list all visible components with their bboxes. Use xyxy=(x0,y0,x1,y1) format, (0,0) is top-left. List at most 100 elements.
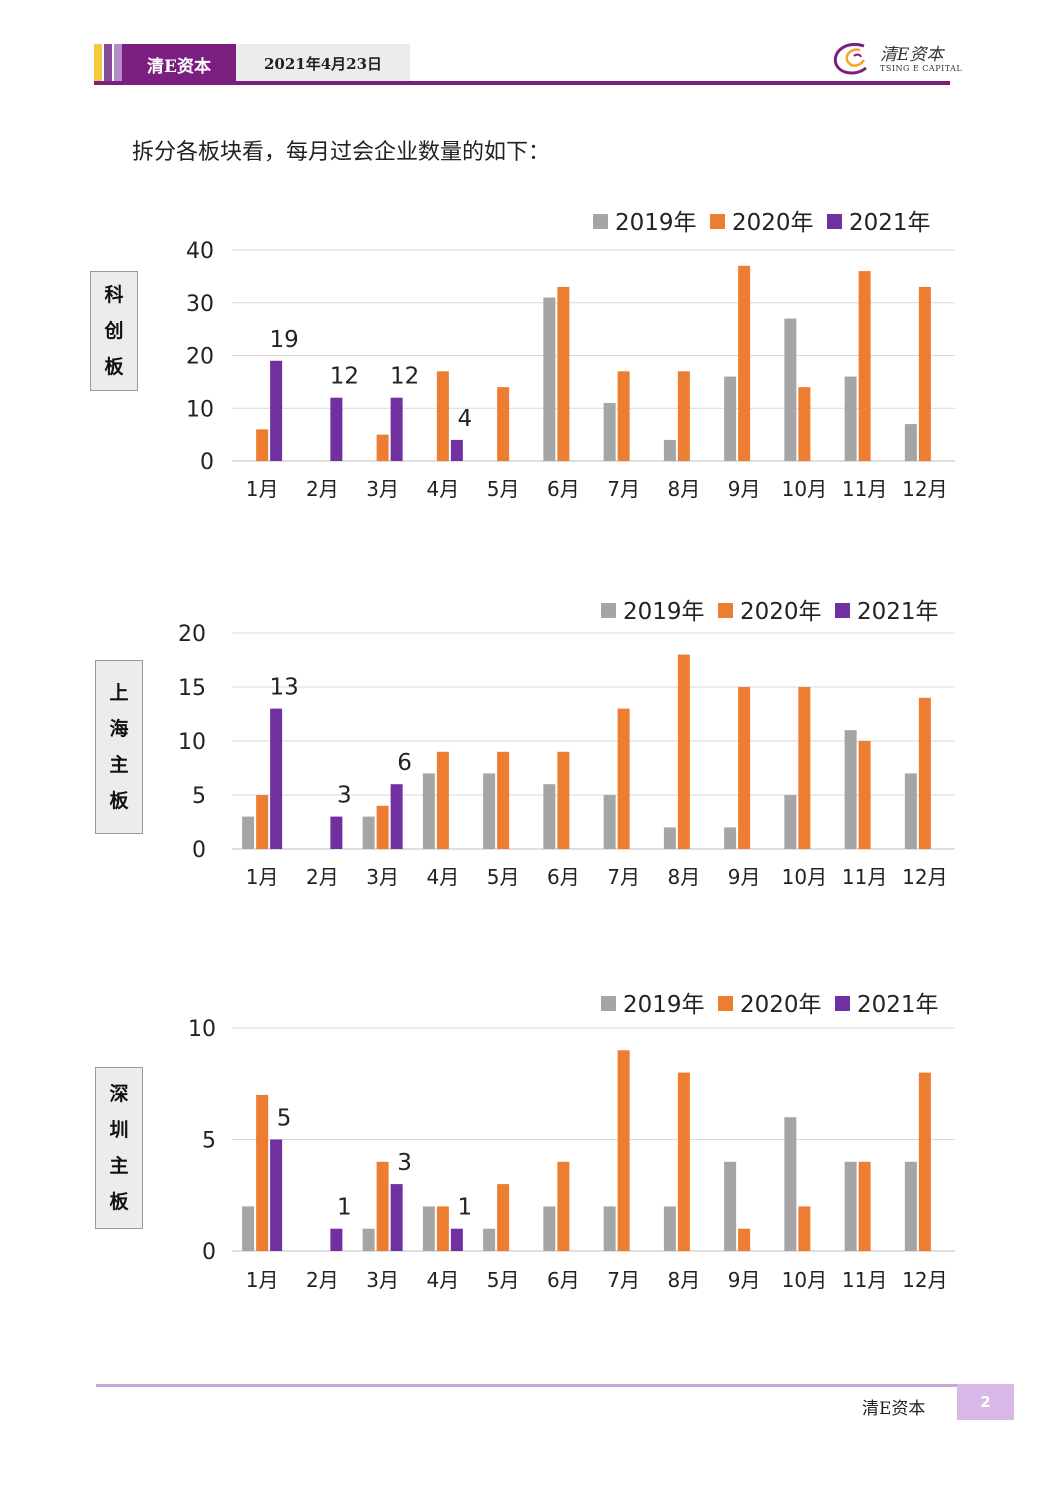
x-tick-label: 11月 xyxy=(842,477,887,501)
header-stripe-purple xyxy=(104,44,112,84)
bar-2021年 xyxy=(450,1228,463,1251)
bar-2019年 xyxy=(904,424,917,461)
x-tick-label: 8月 xyxy=(668,477,701,501)
bar-2021年 xyxy=(450,439,463,461)
bar-2019年 xyxy=(844,730,857,849)
bar-2020年 xyxy=(557,286,570,461)
legend-swatch xyxy=(827,214,842,229)
brand-logo-icon xyxy=(833,43,867,75)
y-tick-label: 0 xyxy=(192,838,206,863)
data-label: 6 xyxy=(397,750,412,776)
x-tick-label: 4月 xyxy=(427,865,460,889)
bar-2019年 xyxy=(784,795,797,849)
x-tick-label: 12月 xyxy=(902,1268,947,1292)
x-tick-label: 7月 xyxy=(607,1268,640,1292)
bar-2021年 xyxy=(270,1139,283,1251)
logo-chinese-text: 清E资本 xyxy=(880,45,944,65)
legend-swatch xyxy=(718,996,733,1011)
board-label-char: 创 xyxy=(104,320,124,342)
logo-english-text: TSING E CAPITAL xyxy=(880,64,963,73)
y-tick-label: 5 xyxy=(202,1129,216,1154)
x-tick-label: 5月 xyxy=(487,1268,520,1292)
board-label-star-market: 科创板 xyxy=(90,271,138,391)
x-tick-label: 9月 xyxy=(728,1268,761,1292)
legend-swatch xyxy=(593,214,608,229)
x-tick-label: 4月 xyxy=(427,1268,460,1292)
bar-2021年 xyxy=(390,397,403,461)
board-label-char: 板 xyxy=(109,1191,129,1213)
x-tick-label: 11月 xyxy=(842,865,887,889)
header-brand: 清E资本 xyxy=(122,44,236,84)
x-tick-label: 3月 xyxy=(366,477,399,501)
bar-2019年 xyxy=(904,773,917,849)
bar-2019年 xyxy=(362,1228,375,1251)
page-number: 2 xyxy=(957,1384,1014,1420)
legend-swatch xyxy=(710,214,725,229)
board-label-shanghai-main: 上海主板 xyxy=(95,660,143,834)
board-label-shenzhen-main: 深圳主板 xyxy=(95,1067,143,1229)
footer-brand: 清E资本 xyxy=(862,1399,926,1419)
legend-swatch xyxy=(601,603,616,618)
y-tick-label: 0 xyxy=(202,1240,216,1265)
bar-2020年 xyxy=(436,1206,449,1251)
bar-2019年 xyxy=(422,1206,435,1251)
bar-2020年 xyxy=(497,751,510,849)
header-date: 2021年4月23日 xyxy=(236,44,410,82)
bar-2019年 xyxy=(844,1161,857,1251)
bar-2020年 xyxy=(617,1050,630,1251)
data-label: 3 xyxy=(397,1150,412,1176)
x-tick-label: 1月 xyxy=(246,477,279,501)
bar-2019年 xyxy=(663,1206,676,1251)
legend-swatch xyxy=(718,603,733,618)
x-tick-label: 10月 xyxy=(782,1268,827,1292)
bar-2020年 xyxy=(557,751,570,849)
data-label: 12 xyxy=(390,364,419,390)
data-label: 19 xyxy=(269,327,298,353)
board-label-char: 深 xyxy=(109,1083,129,1105)
y-tick-label: 10 xyxy=(186,397,214,422)
x-tick-label: 2月 xyxy=(306,865,339,889)
bar-2020年 xyxy=(436,371,449,461)
bar-2019年 xyxy=(603,402,616,461)
x-tick-label: 8月 xyxy=(668,865,701,889)
bar-2020年 xyxy=(738,1228,751,1251)
bar-2021年 xyxy=(390,784,403,849)
bar-2019年 xyxy=(242,816,255,849)
bar-2020年 xyxy=(738,265,751,461)
board-label-char: 板 xyxy=(109,790,129,812)
x-tick-label: 1月 xyxy=(246,1268,279,1292)
data-label: 3 xyxy=(337,783,352,809)
x-tick-label: 8月 xyxy=(668,1268,701,1292)
header-stripe-yellow xyxy=(94,44,102,84)
legend-label: 2021年 xyxy=(857,992,939,1018)
bar-2019年 xyxy=(844,376,857,461)
board-label-char: 主 xyxy=(109,1155,129,1177)
bar-2020年 xyxy=(617,371,630,461)
x-tick-label: 2月 xyxy=(306,477,339,501)
y-tick-label: 5 xyxy=(192,784,206,809)
data-label: 12 xyxy=(330,364,359,390)
legend-label: 2021年 xyxy=(849,210,931,236)
x-tick-label: 5月 xyxy=(487,477,520,501)
legend-label: 2020年 xyxy=(740,599,822,625)
bar-2020年 xyxy=(376,1161,389,1251)
y-tick-label: 10 xyxy=(178,730,206,755)
bar-2021年 xyxy=(330,816,343,849)
bar-2019年 xyxy=(362,816,375,849)
bar-2020年 xyxy=(497,387,510,461)
bar-2020年 xyxy=(918,1072,931,1251)
board-label-char: 科 xyxy=(104,284,124,306)
x-tick-label: 7月 xyxy=(607,477,640,501)
x-tick-label: 2月 xyxy=(306,1268,339,1292)
legend-swatch xyxy=(835,996,850,1011)
bar-2020年 xyxy=(858,271,871,461)
bar-2020年 xyxy=(617,708,630,849)
bar-2019年 xyxy=(483,1228,496,1251)
bar-2020年 xyxy=(798,387,811,461)
bar-2019年 xyxy=(603,1206,616,1251)
board-label-char: 板 xyxy=(104,356,124,378)
bar-2019年 xyxy=(543,1206,556,1251)
bar-2019年 xyxy=(724,1161,737,1251)
bar-2019年 xyxy=(483,773,496,849)
y-tick-label: 40 xyxy=(186,239,214,264)
